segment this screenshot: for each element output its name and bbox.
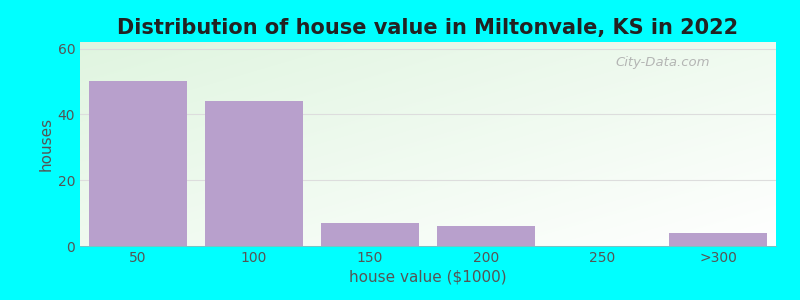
Bar xyxy=(205,101,303,246)
Title: Distribution of house value in Miltonvale, KS in 2022: Distribution of house value in Miltonval… xyxy=(118,18,738,38)
Bar xyxy=(437,226,535,246)
Y-axis label: houses: houses xyxy=(38,117,54,171)
X-axis label: house value ($1000): house value ($1000) xyxy=(349,269,507,284)
Bar xyxy=(89,82,187,246)
Bar xyxy=(321,223,419,246)
Bar xyxy=(669,233,767,246)
Text: City-Data.com: City-Data.com xyxy=(616,56,710,69)
